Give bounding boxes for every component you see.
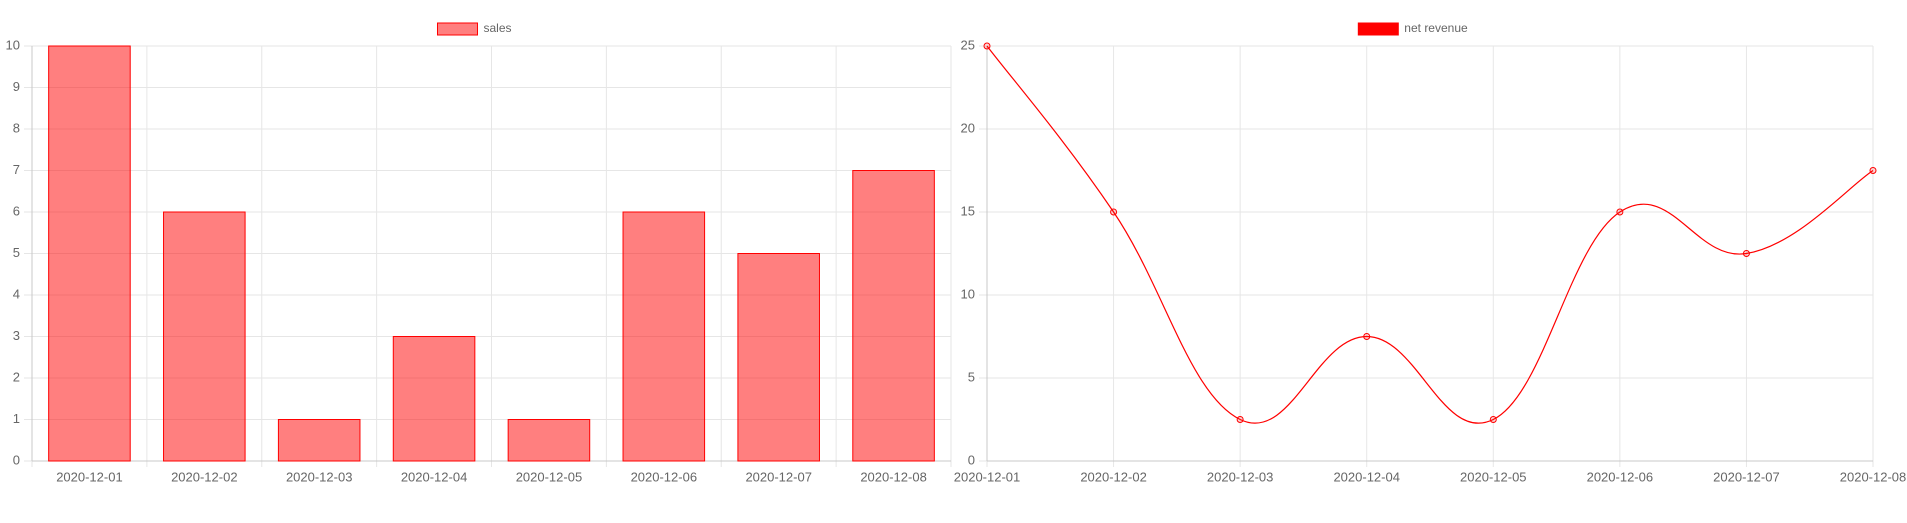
bar [507,419,591,462]
x-tick-label: 2020-12-03 [1207,469,1274,484]
point [1110,208,1118,216]
y-tick-label: 3 [13,328,20,343]
y-tick-label: 5 [968,369,975,384]
x-tick-label: 2020-12-05 [516,469,583,484]
x-tick-label: 2020-12-01 [56,469,123,484]
y-tick-label: 1 [13,411,20,426]
bar [277,419,361,462]
y-tick-label: 20 [961,120,975,135]
y-tick-label: 0 [13,452,20,467]
x-tick-label: 2020-12-07 [745,469,812,484]
line [986,45,1874,424]
x-tick-label: 2020-12-08 [860,469,927,484]
x-tick-label: 2020-12-05 [1460,469,1527,484]
y-tick-label: 2 [13,369,20,384]
bar [622,211,706,462]
point [1869,167,1877,174]
y-tick-label: 10 [6,37,20,52]
bar [737,253,820,462]
x-tick-label: 2020-12-02 [1080,469,1147,484]
x-tick-label: 2020-12-06 [1587,469,1654,484]
y-tick-label: 25 [961,37,975,52]
point [1236,416,1244,423]
x-tick-label: 2020-12-03 [286,469,353,484]
y-tick-label: 7 [13,162,20,177]
bar [163,211,246,462]
legend-swatch [436,22,478,36]
bar [392,336,476,462]
y-tick-label: 4 [13,286,20,301]
y-tick-label: 15 [961,203,975,218]
point [1742,250,1750,257]
y-tick-label: 5 [13,245,20,260]
x-tick-label: 2020-12-01 [954,469,1021,484]
legend-label: net revenue [1404,21,1468,35]
y-tick-label: 10 [961,286,975,301]
x-tick-label: 2020-12-08 [1840,469,1907,484]
x-tick-label: 2020-12-04 [401,469,468,484]
bar [48,45,131,462]
bar [852,170,935,462]
y-tick-label: 8 [13,120,20,135]
y-tick-label: 6 [13,203,20,218]
x-tick-label: 2020-12-04 [1333,469,1400,484]
point [1616,208,1624,216]
point [983,42,991,50]
y-tick-label: 0 [968,452,975,467]
y-tick-label: 9 [13,79,20,94]
point [1363,333,1371,340]
legend-label: sales [483,21,511,35]
x-tick-label: 2020-12-07 [1713,469,1780,484]
x-tick-label: 2020-12-02 [171,469,238,484]
x-tick-label: 2020-12-06 [631,469,698,484]
legend-swatch [1357,22,1399,36]
point [1489,416,1497,423]
